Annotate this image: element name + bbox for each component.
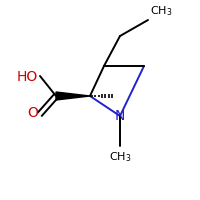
- Text: CH$_3$: CH$_3$: [109, 150, 131, 164]
- Polygon shape: [56, 92, 90, 100]
- Text: HO: HO: [17, 70, 38, 84]
- Text: O: O: [27, 106, 38, 120]
- Text: N: N: [115, 109, 125, 123]
- Text: CH$_3$: CH$_3$: [150, 4, 172, 18]
